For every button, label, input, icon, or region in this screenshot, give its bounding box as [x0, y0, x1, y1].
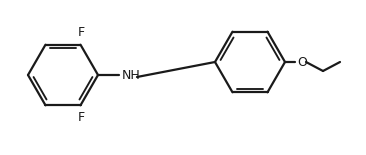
Text: F: F [78, 111, 85, 124]
Text: F: F [78, 26, 85, 39]
Text: O: O [297, 55, 307, 69]
Text: NH: NH [122, 69, 141, 82]
